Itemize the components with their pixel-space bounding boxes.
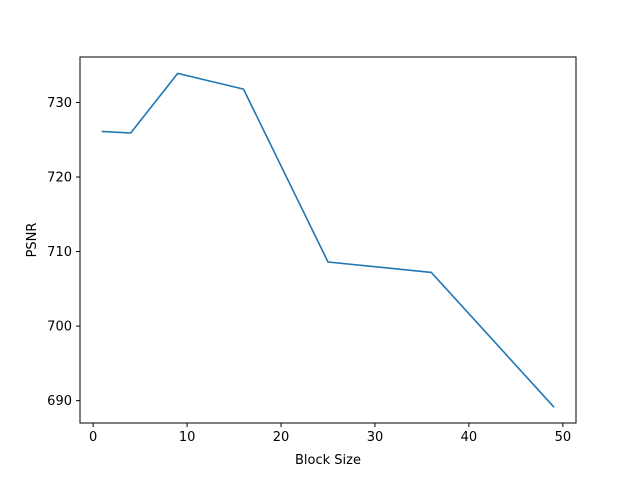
- x-tick-label: 20: [273, 430, 290, 445]
- x-tick-label: 0: [89, 430, 97, 445]
- y-tick-label: 700: [47, 320, 72, 335]
- y-tick-label: 730: [47, 96, 72, 111]
- plot-frame: [79, 56, 577, 424]
- y-axis-ticks: 690 700 710 720 730: [47, 96, 80, 409]
- x-tick-label: 10: [179, 430, 196, 445]
- y-tick-label: 690: [47, 394, 72, 409]
- x-tick-label: 50: [555, 430, 572, 445]
- x-tick-label: 30: [367, 430, 384, 445]
- series-line: [101, 72, 555, 408]
- plot-area: [80, 57, 576, 423]
- x-tick-label: 40: [461, 430, 478, 445]
- series-layer: [101, 72, 555, 408]
- y-axis-label: PSNR: [25, 223, 40, 258]
- y-tick-label: 720: [47, 171, 72, 186]
- x-axis-ticks: 0 10 20 30 40 50: [89, 423, 571, 445]
- y-tick-label: 710: [47, 245, 72, 260]
- x-axis-label: Block Size: [295, 453, 361, 468]
